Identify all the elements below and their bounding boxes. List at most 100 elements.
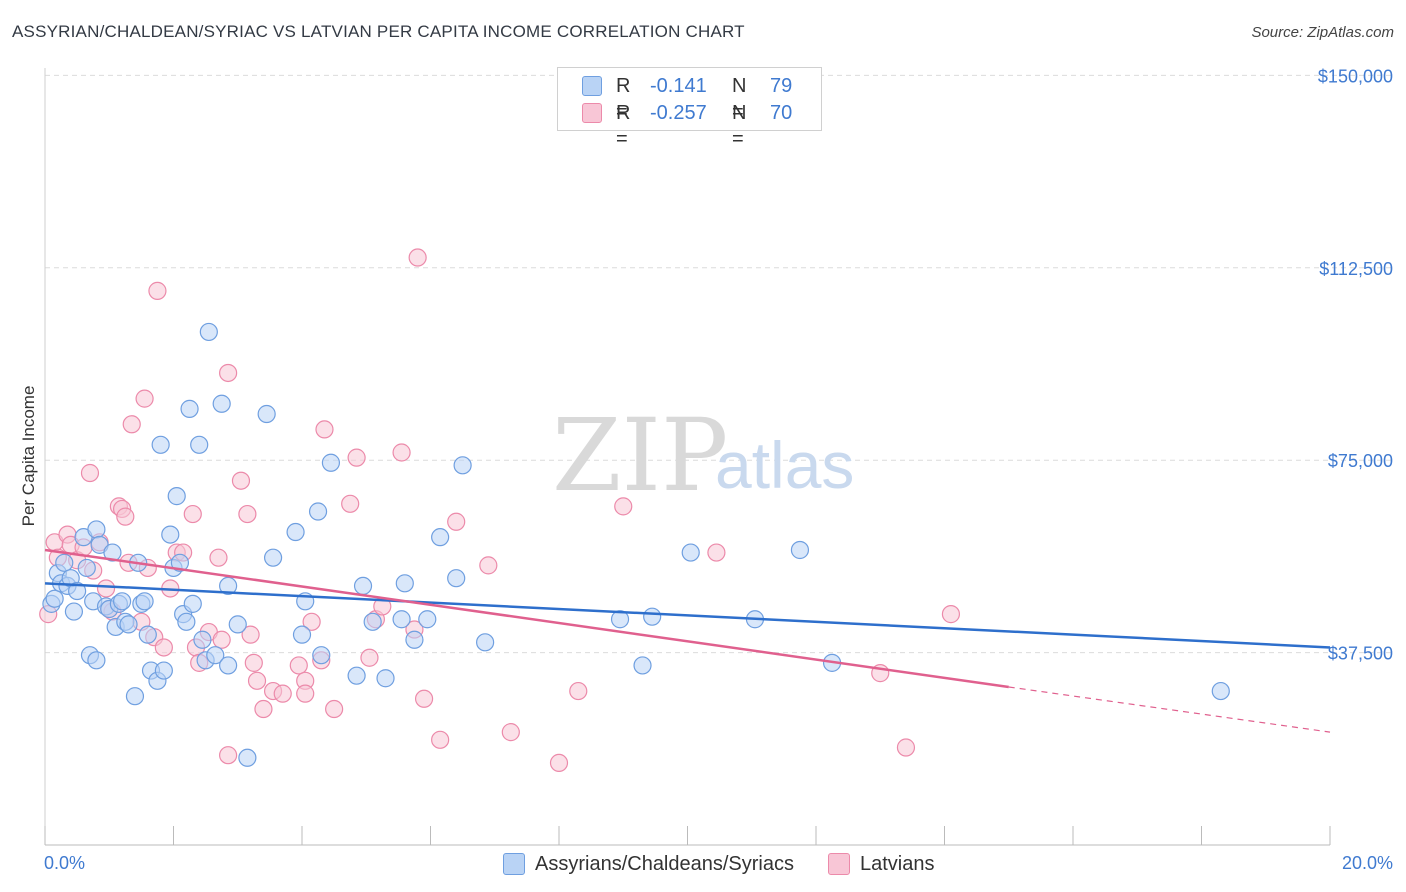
grid-lines [45,74,1395,654]
assyrian-point [219,576,238,595]
x-tick-label: 0.0% [44,853,85,873]
series-swatch-blue [503,853,525,875]
assyrian-point [643,607,662,626]
latvian-point [479,556,498,575]
assyrian-point [135,592,154,611]
axes [44,68,1331,846]
latvian-point [80,463,100,483]
series-legend-latvians: Latvians [828,852,948,876]
latvian-point [347,448,366,467]
assyrian-point [681,543,700,562]
assyrian-point [177,612,196,631]
assyrian-point [308,502,328,521]
assyrian-point [347,666,366,685]
chart-title: ASSYRIAN/CHALDEAN/SYRIAC VS LATVIAN PER … [12,22,745,41]
assyrian-point [68,581,87,601]
assyrian-point [103,543,122,562]
assyrian-point [228,615,247,634]
latvian-point [241,625,260,644]
latvian-point [302,612,321,631]
latvian-point [96,579,116,598]
assyrian-point [180,399,199,418]
series-label-latvians: Latvians [860,853,935,875]
assyrian-point [453,456,472,475]
latvian-point [289,656,308,675]
legend-r-label: R = [616,102,631,150]
series-label-assyrians: Assyrians/Chaldeans/Syriacs [535,853,794,875]
assyrian-point [405,630,424,649]
assyrian-point [199,322,218,342]
assyrian-point [212,394,231,413]
assyrian-point [610,610,630,629]
assyrian-point [263,548,283,567]
assyrian-point [193,630,212,649]
assyrians-points [42,322,1230,767]
assyrian-point [167,487,186,506]
assyrian-point [376,669,395,688]
assyrian-point [151,435,170,454]
assyrian-point [447,569,466,588]
assyrian-point [77,558,96,578]
watermark-atlas: atlas [715,428,854,502]
latvian-point [447,512,466,531]
assyrian-point [87,520,106,539]
assyrian-point [353,576,373,595]
latvian-point [549,753,569,773]
latvian-point [219,746,238,765]
assyrian-point [633,656,652,675]
assyrian-point [170,553,190,572]
assyrian-point [112,592,132,611]
assyrian-point [363,612,382,631]
latvian-point [135,389,154,408]
latvian-point [116,507,135,526]
source-note: Source: ZipAtlas.com [1251,24,1394,41]
latvian-point [341,494,360,513]
latvians-trend-line [44,548,1009,689]
latvian-point [614,497,633,516]
assyrian-point [292,625,312,644]
latvian-point [896,738,916,757]
assyrian-point [395,574,414,593]
assyrian-point [392,610,411,629]
assyrian-point [119,615,138,634]
assyrian-point [286,522,305,542]
y-tick-labels: $37,500 $75,000 $112,500 $150,000 [1318,66,1393,663]
legend-r-label: R = [616,75,631,123]
assyrian-point [64,602,84,621]
legend-r-value: -0.141 [650,75,707,97]
x-tick-label: 20.0% [1342,853,1393,873]
assyrian-point [125,687,145,706]
assyrian-point [238,748,257,767]
latvian-point [183,504,202,524]
assyrian-point [431,528,450,547]
watermark: ZIP atlas [552,397,854,514]
latvian-point [315,420,334,439]
y-tick-label: $75,000 [1328,451,1393,471]
latvian-point [408,248,427,267]
legend-r-value: -0.257 [650,102,707,124]
assyrian-point [257,404,276,424]
latvian-point [212,630,231,649]
y-tick-label: $150,000 [1318,66,1393,86]
y-tick-label: $112,500 [1319,259,1393,279]
latvian-point [414,689,434,708]
assyrian-point [138,625,157,644]
assyrian-point [161,525,180,544]
series-legend-assyrians: Assyrians/Chaldeans/Syriacs [503,852,803,876]
assyrian-point [790,540,810,560]
trend-lines [44,548,1331,733]
legend-n-value: 79 [770,75,793,97]
assyrian-point [55,553,74,572]
assyrian-point [476,633,495,652]
latvian-point [231,471,251,490]
latvian-point [569,681,588,701]
latvian-point [209,548,228,567]
assyrian-point [190,435,209,454]
assyrian-point [312,646,331,665]
latvian-point [219,363,238,383]
latvian-point [254,699,273,719]
latvians-trend-extension [1008,686,1331,733]
latvian-point [296,684,315,703]
assyrian-point [321,453,341,472]
legend-n-label: N = [732,75,747,123]
